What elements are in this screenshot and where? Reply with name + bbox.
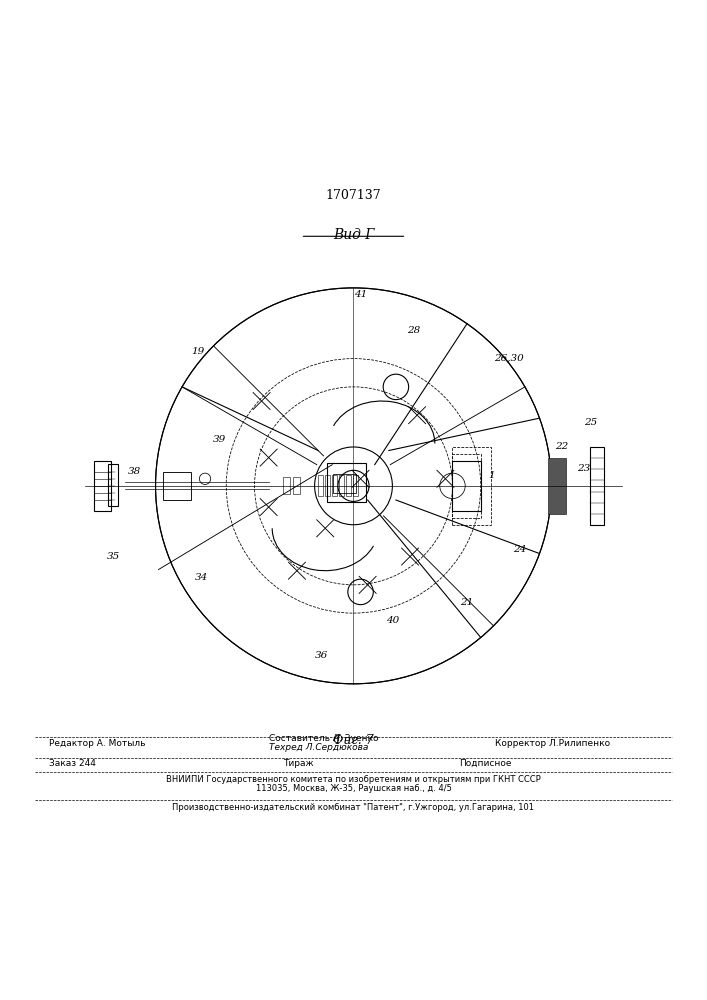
Bar	[548, 458, 566, 514]
Bar	[452, 454, 481, 518]
Text: 1: 1	[488, 471, 495, 480]
Bar	[163, 472, 191, 500]
Text: Заказ 244: Заказ 244	[49, 759, 96, 768]
Text: 28: 28	[407, 326, 420, 335]
Bar	[107, 464, 118, 506]
Text: Техред Л.Сердюкова: Техред Л.Сердюкова	[269, 743, 368, 752]
Text: 41: 41	[354, 290, 367, 299]
Text: 24: 24	[513, 545, 526, 554]
Text: 39: 39	[213, 435, 226, 444]
Bar	[93, 461, 111, 511]
Text: Составитель А. Зуенко: Составитель А. Зуенко	[269, 734, 378, 743]
Text: 19: 19	[192, 347, 204, 356]
Bar	[327, 463, 366, 502]
Text: 113035, Москва, Ж-35, Раушская наб., д. 4/5: 113035, Москва, Ж-35, Раушская наб., д. …	[255, 784, 452, 793]
Bar	[354, 475, 358, 496]
Text: 1707137: 1707137	[326, 189, 381, 202]
Bar	[293, 477, 300, 494]
Bar	[452, 447, 491, 525]
Bar	[590, 447, 604, 525]
Bar	[283, 477, 290, 494]
Text: Корректор Л.Рилипенко: Корректор Л.Рилипенко	[495, 739, 610, 748]
Text: 25: 25	[584, 418, 597, 427]
Text: 23: 23	[577, 464, 590, 473]
Text: Редактор А. Мотыль: Редактор А. Мотыль	[49, 739, 146, 748]
Text: Фиг. 7: Фиг. 7	[333, 734, 374, 747]
Text: 26,30: 26,30	[494, 354, 524, 363]
Text: Подписное: Подписное	[460, 759, 512, 768]
Text: Тираж: Тираж	[283, 759, 313, 768]
Text: 22: 22	[556, 442, 568, 451]
Text: ВНИИПИ Государственного комитета по изобретениям и открытиям при ГКНТ СССР: ВНИИПИ Государственного комитета по изоб…	[166, 775, 541, 784]
Text: Производственно-издательский комбинат "Патент", г.Ужгород, ул.Гагарина, 101: Производственно-издательский комбинат "П…	[173, 803, 534, 812]
Text: 40: 40	[386, 616, 399, 625]
Bar	[325, 475, 330, 496]
Bar	[346, 475, 351, 496]
Text: 34: 34	[195, 573, 208, 582]
Bar	[318, 475, 323, 496]
Text: 36: 36	[315, 651, 328, 660]
Text: 21: 21	[460, 598, 473, 607]
Bar	[332, 475, 337, 496]
Bar	[332, 474, 356, 493]
Text: Вид Г: Вид Г	[333, 228, 374, 242]
Text: 35: 35	[107, 552, 119, 561]
Bar	[452, 461, 481, 511]
Bar	[339, 475, 344, 496]
Text: 38: 38	[128, 467, 141, 476]
